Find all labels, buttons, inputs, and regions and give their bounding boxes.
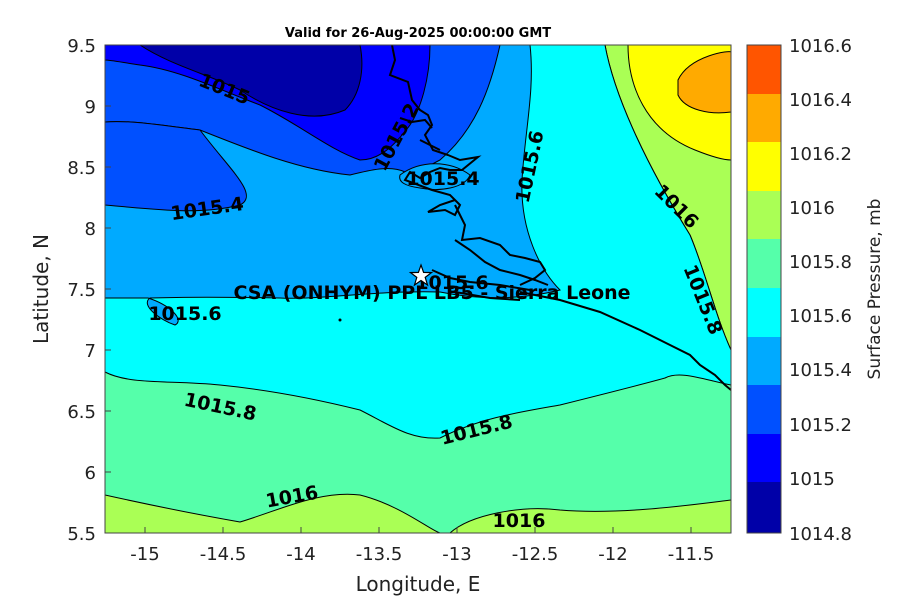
- band-1016-4: [677, 51, 731, 114]
- y-tick-label: 7.5: [67, 280, 96, 301]
- colorbar-tick-label: 1015.6: [789, 306, 852, 327]
- x-tick-label: -11.5: [668, 544, 715, 565]
- y-tick-label: 8: [85, 219, 96, 240]
- colorbar: 1016.6 1016.4 1016.2 1016 1015.8 1015.6 …: [746, 36, 885, 545]
- y-tick-label: 6: [85, 463, 96, 484]
- colorbar-tick-label: 1016: [789, 198, 835, 219]
- x-axis-title: Longitude, E: [356, 572, 481, 596]
- y-tick-label: 7: [85, 341, 96, 362]
- colorbar-tick-label: 1015.2: [789, 415, 852, 436]
- colorbar-frame: [746, 44, 782, 534]
- y-tick-label: 5.5: [67, 524, 96, 545]
- colorbar-tick-label: 1015.8: [789, 252, 852, 273]
- colorbar-swatch: [747, 337, 781, 385]
- colorbar-swatch: [747, 142, 781, 191]
- colorbar-tick-label: 1014.8: [789, 524, 852, 545]
- colorbar-tick-label: 1016.6: [789, 36, 852, 57]
- y-tick-label: 8.5: [67, 158, 96, 179]
- colorbar-tick-label: 1015: [789, 469, 835, 490]
- colorbar-swatch: [747, 434, 781, 482]
- colorbar-swatch: [747, 239, 781, 288]
- pressure-contour-map: [105, 45, 731, 533]
- colorbar-swatch: [747, 482, 781, 533]
- y-tick-label: 9.5: [67, 36, 96, 57]
- x-tick-label: -12: [598, 544, 627, 565]
- band-1014-8: [139, 45, 363, 117]
- x-tick-label: -14: [286, 544, 315, 565]
- colorbar-title: Surface Pressure, mb: [865, 199, 885, 380]
- x-axis: -15 -14.5 -14 -13.5 -13 -12.5 -12 -11.5 …: [130, 544, 714, 596]
- colorbar-swatch: [747, 385, 781, 434]
- axis-ticks: [105, 44, 692, 534]
- contour-label: 1015.6: [415, 272, 488, 294]
- contour-label: 1015.4: [406, 168, 479, 190]
- y-tick-label: 9: [85, 97, 96, 118]
- colorbar-swatch: [747, 45, 781, 94]
- x-tick-label: -15: [130, 544, 159, 565]
- x-tick-label: -12.5: [512, 544, 559, 565]
- island-dot: [338, 318, 342, 322]
- contour-label: 1016: [493, 510, 546, 532]
- map-title: Valid for 26-Aug-2025 00:00:00 GMT: [285, 26, 551, 41]
- colorbar-swatch: [747, 191, 781, 239]
- band-1016-southeast: [449, 499, 731, 533]
- y-tick-label: 6.5: [67, 402, 96, 423]
- y-axis-title: Latitude, N: [29, 234, 53, 344]
- colorbar-tick-label: 1016.4: [789, 90, 852, 111]
- band-1016-south: [105, 493, 441, 533]
- site-label: CSA (ONHYM) PPL LB5 - Sierra Leone: [233, 282, 630, 304]
- x-tick-label: -13: [442, 544, 471, 565]
- colorbar-tick-label: 1015.4: [789, 360, 852, 381]
- colorbar-tick-label: 1016.2: [789, 144, 852, 165]
- contour-label: 1015.6: [148, 303, 221, 325]
- coastline: [388, 45, 731, 391]
- site-star-icon: [408, 263, 434, 287]
- colorbar-swatch: [747, 94, 781, 142]
- colorbar-swatch: [747, 288, 781, 337]
- x-tick-label: -14.5: [200, 544, 247, 565]
- x-tick-label: -13.5: [356, 544, 403, 565]
- y-axis: 9.5 9 8.5 8 7.5 7 6.5 6 5.5 Latitude, N: [29, 36, 96, 545]
- band-1015-2-west: [105, 121, 247, 212]
